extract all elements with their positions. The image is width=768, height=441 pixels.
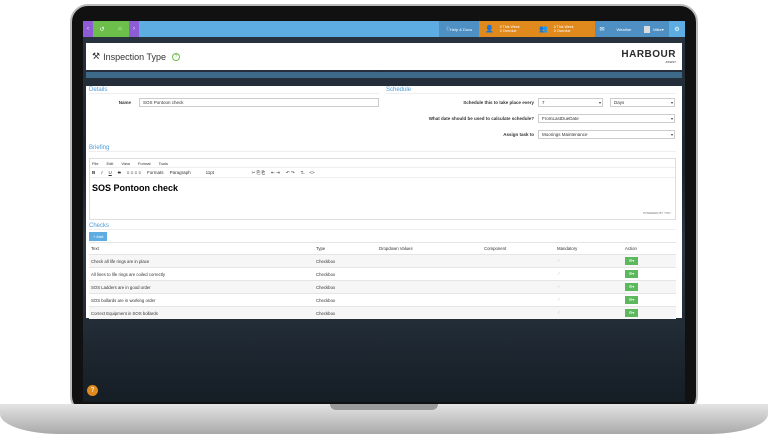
add-check-button[interactable]: + Add: [89, 232, 108, 241]
menu-edit[interactable]: Edit: [106, 161, 114, 166]
action-button[interactable]: ⚙▾: [625, 296, 638, 304]
formats-dropdown[interactable]: Formats: [147, 170, 164, 175]
menu-view[interactable]: View: [121, 161, 130, 166]
page-title: Inspection Type: [103, 51, 166, 62]
action-button[interactable]: ⚙▾: [625, 283, 638, 291]
check-type: Checkbox: [314, 306, 377, 319]
laptop-notch: [330, 404, 438, 410]
italic-icon[interactable]: I: [101, 170, 103, 175]
menu-file[interactable]: File: [92, 161, 99, 166]
font-size-dropdown[interactable]: 11pt: [205, 170, 214, 175]
check-text: All lines to life rings are coiled corre…: [89, 267, 314, 281]
help-docs-button[interactable]: ⓘ Help & Docs: [439, 21, 479, 37]
table-header: Text Type Dropdown Values Component Mand…: [89, 242, 676, 255]
align-icons[interactable]: ≡ ≡ ≡ ≡: [126, 170, 142, 175]
header-bar: [86, 72, 682, 78]
team-icon: 👥: [539, 26, 548, 33]
my-tasks-button[interactable]: 👤 0 This Week 0 Overdue: [479, 21, 533, 37]
mandatory-checkbox[interactable]: ✓: [555, 267, 623, 281]
harbour-assist-logo: HARBOUR ASSIST: [621, 49, 676, 64]
check-type: Checkbox: [314, 280, 377, 294]
action-button[interactable]: ⚙▾: [625, 309, 638, 317]
paragraph-dropdown[interactable]: Paragraph: [169, 170, 191, 175]
table-row: SOS bollards are in working order Checkbo…: [89, 293, 676, 307]
mandatory-checkbox[interactable]: ✓: [555, 254, 623, 268]
page-header: ⚒ Inspection Type ? HARBOUR ASSIST: [86, 43, 682, 70]
name-label: Name: [118, 100, 131, 105]
top-navbar: ‹ ↺ ⌂ › ⓘ Help & Docs 👤 0 This Week 0 Over…: [83, 21, 685, 37]
main-content: Details Name SOS Pontoon check Schedule …: [86, 86, 682, 319]
help-circle-icon[interactable]: ?: [171, 52, 180, 61]
help-icon: ⓘ: [445, 26, 450, 31]
checks-table: Text Type Dropdown Values Component Mand…: [89, 242, 676, 319]
forward-button[interactable]: ›: [129, 21, 139, 37]
unit-select[interactable]: Days: [610, 98, 675, 107]
weather-button[interactable]: Weather: [609, 21, 639, 37]
underline-icon[interactable]: U: [108, 170, 112, 175]
check-text: Check all life rings are in place: [89, 254, 314, 268]
col-action: Action: [623, 242, 676, 255]
assign-select[interactable]: Moorings Maintenance: [538, 130, 675, 139]
team-tasks-button[interactable]: 👥 0 This Week 0 Overdue: [533, 21, 595, 37]
tools-icon: ⚒: [92, 51, 101, 61]
messages-icon[interactable]: ✉: [595, 21, 609, 37]
action-button[interactable]: ⚙▾: [625, 257, 638, 265]
details-heading: Details: [89, 87, 379, 94]
check-text: SOS bollards are in working order: [89, 293, 314, 307]
undo-redo-icons[interactable]: ↶ ↷: [285, 170, 295, 175]
check-type: Checkbox: [314, 267, 377, 281]
check-type: Checkbox: [314, 254, 377, 268]
strikethrough-icon[interactable]: S: [117, 170, 121, 175]
mandatory-checkbox[interactable]: ✓: [555, 293, 623, 307]
every-stepper[interactable]: 7: [538, 98, 603, 107]
table-row: Correct Equipment in SOS bollards Checkbo…: [89, 306, 676, 319]
avatar: [644, 25, 651, 33]
date-basis-label: What date should be used to calculate sc…: [428, 116, 534, 121]
col-dropdown: Dropdown Values: [377, 242, 482, 255]
col-mandatory: Mandatory: [555, 242, 623, 255]
mandatory-checkbox[interactable]: ✓: [555, 280, 623, 294]
user-icon: 👤: [485, 26, 494, 33]
assign-label: Assign task to: [503, 132, 534, 137]
editor-content[interactable]: SOS Pontoon check: [92, 183, 179, 193]
powered-by-tiny: POWERED BY TINY: [643, 211, 671, 215]
check-text: Correct Equipment in SOS bollards: [89, 306, 314, 319]
user-menu[interactable]: Mike ▾: [639, 21, 669, 37]
menu-tools[interactable]: Tools: [158, 161, 168, 166]
bold-icon[interactable]: B: [92, 170, 96, 175]
mandatory-checkbox[interactable]: ✓: [555, 306, 623, 319]
col-component: Component: [482, 242, 555, 255]
back-button[interactable]: ‹: [83, 21, 93, 37]
menu-format[interactable]: Format: [137, 161, 151, 166]
code-icon[interactable]: <>: [309, 170, 315, 175]
help-fab-icon[interactable]: ?: [87, 385, 98, 396]
settings-icon[interactable]: ⚙: [669, 21, 685, 37]
editor-menubar: File Edit View Format Tools: [90, 159, 675, 168]
indent-icons[interactable]: ⇤ ⇥: [271, 170, 280, 175]
check-text: SOS Ladders are in good order: [89, 280, 314, 294]
schedule-heading: Schedule: [386, 87, 676, 94]
action-button[interactable]: ⚙▾: [625, 270, 638, 278]
check-type: Checkbox: [314, 293, 377, 307]
screen: ‹ ↺ ⌂ › ⓘ Help & Docs 👤 0 This Week 0 Over…: [83, 21, 685, 402]
date-basis-select[interactable]: FromLastDueDate: [538, 114, 675, 123]
col-type: Type: [314, 242, 377, 255]
col-text: Text: [89, 242, 314, 255]
cut-copy-paste-icons[interactable]: ✂ ⎘ ⎗: [251, 170, 266, 175]
briefing-heading: Briefing: [89, 145, 676, 152]
table-row: SOS Ladders are in good order Checkbox ✓ ⚙▾: [89, 280, 676, 294]
every-label: Schedule this to take place every: [463, 100, 534, 105]
name-input[interactable]: SOS Pontoon check: [139, 98, 379, 107]
clear-format-icon[interactable]: T̶: [300, 170, 304, 175]
table-row: All lines to life rings are coiled corre…: [89, 267, 676, 281]
history-icon[interactable]: ↺: [93, 21, 111, 37]
table-row: Check all life rings are in place Checkbo…: [89, 254, 676, 268]
home-icon[interactable]: ⌂: [111, 21, 129, 37]
checks-heading: Checks: [89, 223, 676, 230]
